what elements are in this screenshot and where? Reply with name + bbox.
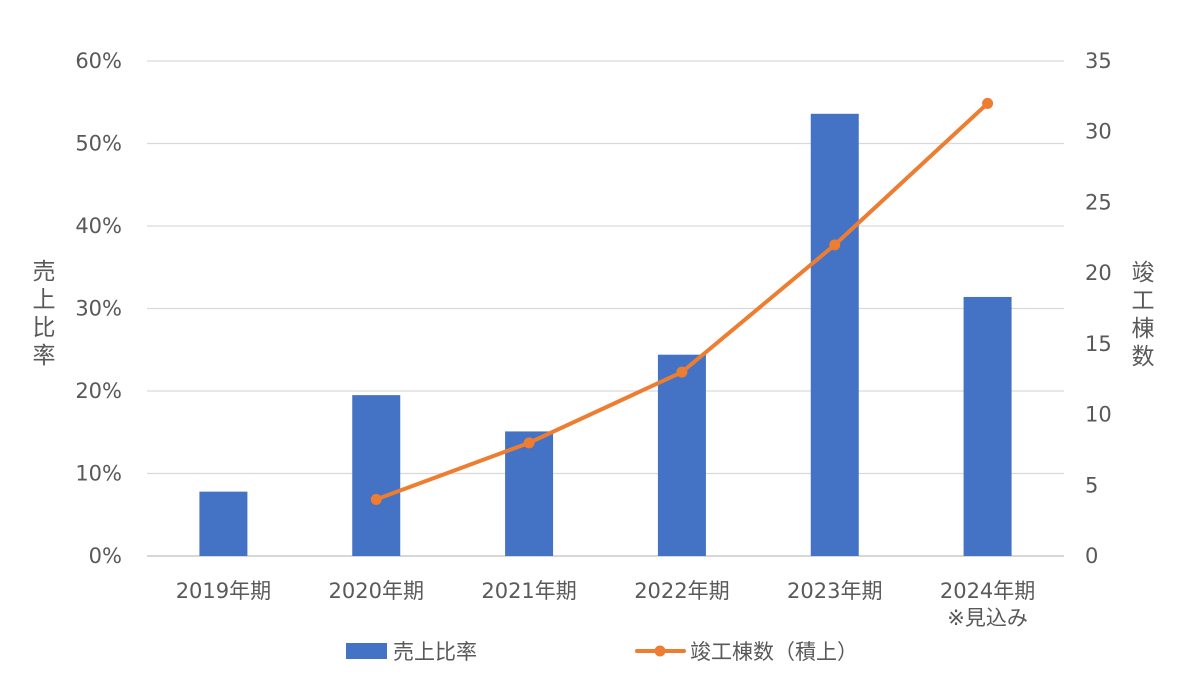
left-tick-label: 0% (89, 544, 122, 568)
category-label: 2019年期 (176, 579, 271, 603)
left-tick-label: 40% (75, 214, 122, 238)
right-tick-label: 35 (1085, 49, 1112, 73)
axis-title-char: 比 (33, 315, 56, 341)
left-tick-label: 50% (75, 132, 122, 156)
line-point (676, 366, 688, 378)
right-tick-label: 30 (1085, 120, 1112, 144)
right-tick-label: 0 (1085, 544, 1098, 568)
right-axis-ticks: 0 5 10 15 20 25 30 35 (1085, 49, 1112, 568)
bar (352, 395, 401, 556)
left-axis-title: 売上比率 (33, 259, 56, 369)
left-tick-label: 30% (75, 297, 122, 321)
axis-title-char: 工 (1132, 288, 1155, 314)
right-tick-label: 20 (1085, 261, 1112, 285)
gridlines (147, 60, 1064, 557)
category-label: 2024年期 (940, 579, 1035, 603)
left-axis-ticks: 0% 10% 20% 30% 40% 50% 60% (75, 49, 122, 568)
right-tick-label: 25 (1085, 190, 1112, 214)
bar (199, 491, 248, 556)
category-label: ※見込み (947, 606, 1028, 630)
category-label: 2023年期 (787, 579, 882, 603)
axis-title-char: 竣 (1132, 260, 1155, 286)
axis-title-char: 上 (33, 287, 56, 313)
x-axis-labels: 2019年期 2020年期 2021年期 2022年期 2023年期 2024年期 ※見込み (176, 579, 1036, 630)
bar (810, 113, 859, 557)
axis-titles: 売上比率 竣工棟数 (33, 259, 1155, 370)
legend-swatch-bar (346, 643, 387, 659)
category-label: 2022年期 (634, 579, 729, 603)
category-label: 2021年期 (481, 579, 576, 603)
right-tick-label: 10 (1085, 403, 1112, 427)
bar (505, 431, 554, 556)
legend-label-bar: 売上比率 (393, 640, 477, 664)
bar (657, 354, 706, 556)
legend-swatch-marker (654, 645, 666, 657)
axis-title-char: 売 (33, 259, 56, 285)
right-tick-label: 15 (1085, 332, 1112, 356)
line-point (829, 239, 841, 251)
axis-title-char: 棟 (1132, 316, 1155, 342)
bar-series (199, 113, 1012, 557)
legend: 売上比率 竣工棟数（積上） (346, 640, 858, 664)
bar (963, 296, 1012, 556)
right-axis-title: 竣工棟数 (1132, 260, 1155, 370)
left-tick-label: 10% (75, 462, 122, 486)
line-point (982, 97, 994, 109)
line-point (370, 493, 382, 505)
legend-label-line: 竣工棟数（積上） (690, 640, 858, 664)
axis-title-char: 数 (1132, 344, 1155, 370)
left-tick-label: 20% (75, 379, 122, 403)
right-tick-label: 5 (1085, 473, 1098, 497)
line-series (370, 97, 994, 505)
left-tick-label: 60% (75, 49, 122, 73)
line-point (523, 437, 535, 449)
axis-title-char: 率 (33, 343, 56, 369)
category-label: 2020年期 (329, 579, 424, 603)
